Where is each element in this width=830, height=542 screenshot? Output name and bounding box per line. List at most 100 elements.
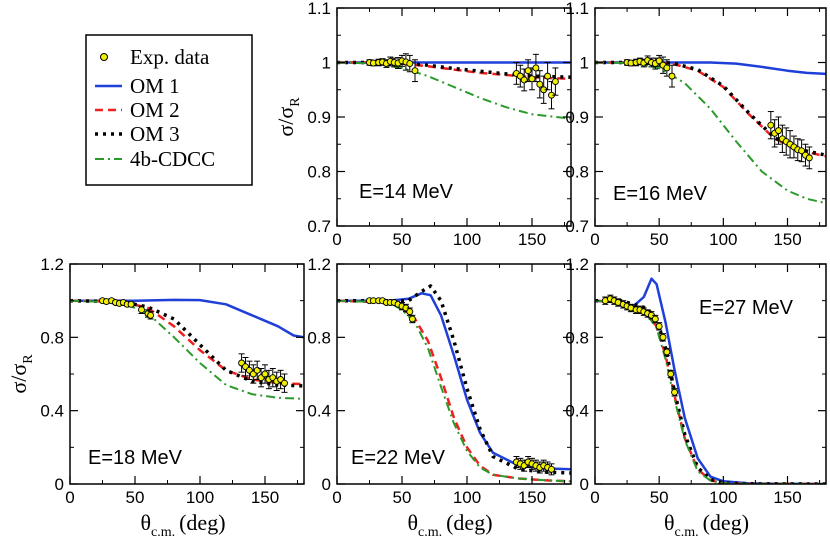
- legend-item-om2: OM 2: [95, 98, 180, 122]
- energy-label: E=14 MeV: [359, 181, 454, 203]
- x-axis-label: θc.m. (deg): [664, 510, 749, 540]
- curves: [595, 60, 826, 205]
- y-tick-label: 0.4: [307, 402, 331, 421]
- energy-label: E=27 MeV: [699, 297, 794, 319]
- legend-item-cdcc: 4b-CDCC: [95, 147, 215, 171]
- x-axis-label: θc.m. (deg): [407, 510, 492, 540]
- y-tick-label: 0: [580, 475, 589, 494]
- x-tick-label: 100: [186, 488, 214, 507]
- exp-point: [671, 388, 679, 396]
- panel-e-14-mev: 0 50 100 150 0.7 0.8 0.9 1 1.1 E=14 MeV σ/σR: [273, 0, 572, 249]
- legend-label-cdcc: 4b-CDCC: [130, 147, 215, 171]
- exp-point: [544, 72, 552, 80]
- x-tick-label: 150: [773, 230, 801, 249]
- y-tick-label: 0.7: [307, 217, 331, 236]
- exp-point: [663, 64, 671, 72]
- y-tick-label: 0.8: [307, 163, 331, 182]
- exp-point: [147, 311, 155, 319]
- x-tick-label: 50: [393, 230, 412, 249]
- x-tick-label: 0: [332, 230, 341, 249]
- exp-point: [551, 78, 559, 86]
- y-tick-label: 1.2: [307, 255, 331, 274]
- y-tick-label: 0.7: [565, 217, 589, 236]
- x-tick-label: 100: [453, 488, 481, 507]
- series-4b-cdcc: [595, 61, 826, 205]
- y-tick-label: 0.9: [307, 108, 331, 127]
- exp-data: [623, 54, 813, 170]
- exp-point: [775, 127, 782, 135]
- energy-label: E=18 MeV: [88, 447, 183, 469]
- exp-point: [528, 75, 536, 83]
- series-4b-cdcc: [595, 299, 826, 484]
- series-om-3: [595, 298, 826, 484]
- exp-point: [261, 370, 269, 378]
- exp-data: [366, 297, 555, 476]
- panel-e-27-mev: 0 50 100 150 0 0.4 0.8 1.2 E=27 MeV θc.m. (deg): [565, 255, 827, 540]
- y-tick-label: 1: [580, 54, 589, 73]
- x-axis-label: θc.m. (deg): [140, 510, 225, 540]
- y-tick-label: 1.1: [307, 0, 331, 18]
- panel-e-18-mev: 0 50 100 150 0 0.4 0.8 1.2 E=18 MeV θc.m. (deg) σ/σ…: [6, 255, 305, 540]
- exp-point: [548, 465, 555, 473]
- y-tick-label: 1.1: [565, 0, 589, 18]
- x-tick-label: 150: [251, 488, 279, 507]
- x-tick-label: 50: [393, 488, 412, 507]
- y-tick-label: 0.8: [40, 328, 64, 347]
- legend-item-om1: OM 1: [95, 74, 180, 98]
- exp-point: [406, 308, 414, 316]
- series-om-3: [337, 284, 571, 475]
- legend-item-exp-data: Exp. data: [100, 45, 210, 69]
- x-tick-label: 100: [453, 230, 481, 249]
- x-tick-label: 0: [590, 488, 599, 507]
- exp-data: [601, 294, 679, 397]
- exp-point: [805, 154, 813, 162]
- panel-e-22-mev: 0 50 100 150 0 0.4 0.8 1.2 E=22 MeV θc.m. (deg): [307, 255, 572, 540]
- x-tick-label: 0: [65, 488, 74, 507]
- series-4b-cdcc: [337, 61, 571, 120]
- exp-data: [366, 53, 559, 110]
- y-tick-label: 0: [322, 475, 331, 494]
- x-tick-label: 50: [126, 488, 145, 507]
- x-tick-label: 50: [650, 230, 669, 249]
- exp-point: [655, 57, 663, 65]
- legend-label-om1: OM 1: [130, 74, 180, 98]
- legend-label-exp-data: Exp. data: [130, 45, 210, 69]
- exp-point: [667, 370, 675, 378]
- x-tick-label: 0: [332, 488, 341, 507]
- y-axis-label: σ/σR: [6, 354, 36, 394]
- exp-data: [99, 297, 288, 393]
- series-om-2: [595, 299, 826, 484]
- exp-point: [536, 80, 544, 88]
- exp-point: [767, 121, 775, 129]
- exp-point: [663, 348, 671, 356]
- y-tick-label: 1.2: [40, 255, 64, 274]
- exp-point: [651, 315, 659, 323]
- legend-exp-data-marker: [100, 53, 108, 61]
- series-4b-cdcc: [337, 299, 571, 483]
- y-tick-label: 0.9: [565, 108, 589, 127]
- energy-label: E=22 MeV: [351, 447, 446, 469]
- exp-point: [659, 333, 667, 341]
- exp-point: [532, 64, 540, 72]
- y-tick-label: 1: [322, 54, 331, 73]
- x-tick-label: 100: [709, 230, 737, 249]
- x-tick-label: 50: [650, 488, 669, 507]
- exp-point: [668, 72, 676, 80]
- exp-point: [798, 147, 806, 155]
- series-om-1: [70, 298, 304, 339]
- x-tick-label: 0: [590, 230, 599, 249]
- x-tick-label: 150: [518, 488, 546, 507]
- legend-label-om2: OM 2: [130, 98, 180, 122]
- exp-point: [408, 315, 416, 323]
- series-om-1: [595, 61, 826, 76]
- y-tick-label: 0.8: [565, 328, 589, 347]
- y-tick-label: 0.8: [565, 163, 589, 182]
- legend-label-om3: OM 3: [130, 122, 180, 146]
- exp-point: [127, 300, 135, 308]
- series-om-1: [337, 292, 571, 471]
- exp-point: [411, 67, 419, 75]
- exp-point: [524, 67, 532, 75]
- y-axis-label: σ/σR: [273, 97, 303, 137]
- exp-point: [655, 322, 663, 330]
